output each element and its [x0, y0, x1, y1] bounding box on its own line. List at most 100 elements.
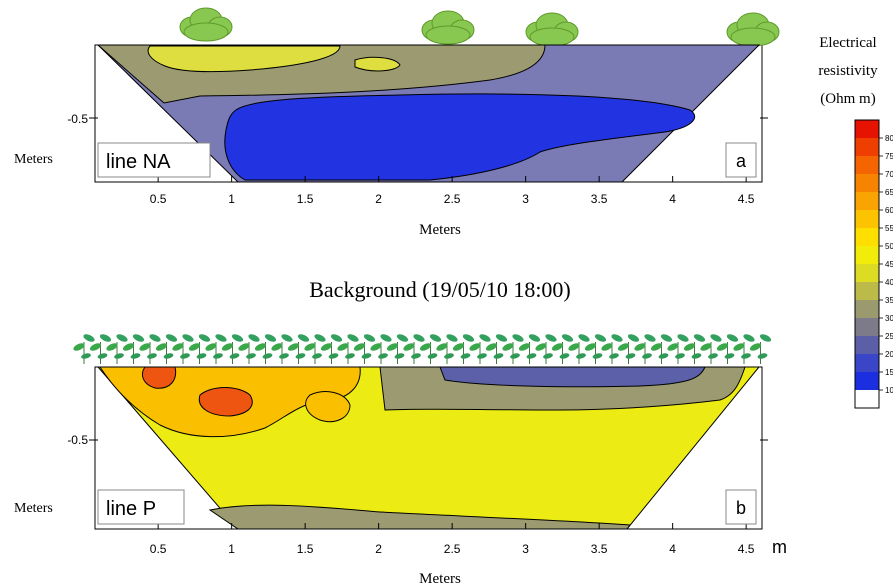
seedling-icon — [188, 334, 211, 364]
colorbar-swatch — [855, 354, 879, 372]
seedling-icon — [617, 334, 640, 364]
panel-b-xtick-label: 4.5 — [738, 542, 755, 556]
panel-b-xtick-label: 2 — [375, 542, 382, 556]
colorbar-tick-label: 65 — [885, 188, 893, 197]
seedling-icon — [89, 334, 112, 364]
seedling-icon — [518, 334, 541, 364]
shrub-icon — [525, 12, 579, 47]
panel-b-xtick-label: 2.5 — [444, 542, 461, 556]
panel-b-zone-resistive-core-2 — [198, 387, 253, 417]
figure-title: Background (19/05/10 18:00) — [309, 277, 571, 302]
colorbar-swatch — [855, 264, 879, 282]
colorbar-swatch — [855, 282, 879, 300]
colorbar-tick-label: 15 — [885, 368, 893, 377]
seedling-icon — [287, 334, 310, 364]
seedling-icon — [568, 334, 590, 364]
colorbar-tick-label: 70 — [885, 170, 893, 179]
shrub-icon — [179, 7, 233, 42]
panel-b-seedlings — [73, 334, 772, 364]
panel-b: 0.5 1 1.5 2 2.5 3 3.5 4 4.5 line P b m Meters Me… — [14, 334, 787, 587]
colorbar-label-line-2: resistivity — [818, 63, 878, 79]
panel-b-zone-bottom-band — [208, 504, 631, 530]
colorbar-tick-label: 10 — [885, 386, 893, 395]
colorbar-swatch — [855, 228, 879, 246]
seedling-icon — [485, 334, 508, 364]
colorbar-tick-label: 25 — [885, 332, 893, 341]
panel-b-x-unit: m — [772, 537, 787, 557]
seedling-icon — [667, 334, 689, 364]
panel-a-xtick-label: 4.5 — [738, 192, 755, 206]
panel-b-xtick-label: 3 — [522, 542, 529, 556]
seedling-icon — [73, 334, 95, 364]
panel-b-line-label: line P — [106, 498, 156, 520]
panel-a-xtick-label: 0.5 — [150, 192, 167, 206]
panel-b-zone-shallow-conductive — [439, 366, 706, 388]
panel-a-xtick-label: 3.5 — [591, 192, 608, 206]
panel-a-xtick-label: 2.5 — [444, 192, 461, 206]
panel-a-zone-deep-conductive — [224, 93, 696, 181]
seedling-icon — [749, 334, 772, 364]
colorbar-swatch — [855, 246, 879, 264]
seedling-icon — [683, 334, 706, 364]
colorbar-ticks: 10 15 20 25 30 35 40 45 50 55 60 65 70 75 80 — [879, 134, 893, 395]
colorbar-tick-label: 35 — [885, 296, 893, 305]
colorbar-tick-label: 30 — [885, 314, 893, 323]
panel-a-xlabel: Meters — [419, 222, 461, 238]
panel-a-panel-label-box — [725, 142, 757, 178]
colorbar-tick-label: 45 — [885, 260, 893, 269]
colorbar-tick-label: 80 — [885, 134, 893, 143]
panel-b-ytick: -0.5 — [67, 433, 88, 447]
panel-b-panel-label-box — [725, 489, 757, 525]
colorbar: Electrical resistivity (Ohm m) 10 15 20 25 3… — [818, 35, 893, 409]
seedling-icon — [155, 334, 178, 364]
colorbar-swatch — [855, 318, 879, 336]
seedling-icon — [337, 334, 359, 364]
panel-b-xlabel: Meters — [419, 571, 461, 587]
seedling-icon — [139, 334, 161, 364]
panel-a-xtick-label: 1.5 — [297, 192, 314, 206]
panel-a-line-label: line NA — [106, 151, 171, 173]
seedling-icon — [634, 334, 656, 364]
panel-a-line-label-box — [97, 142, 211, 178]
panel-a-xtick-label: 4 — [669, 192, 676, 206]
seedling-icon — [172, 334, 194, 364]
colorbar-tick-label: 75 — [885, 152, 893, 161]
seedling-icon — [436, 334, 458, 364]
seedling-icon — [403, 334, 425, 364]
colorbar-tick-label: 60 — [885, 206, 893, 215]
seedling-icon — [419, 334, 442, 364]
colorbar-swatch — [855, 210, 879, 228]
colorbar-swatch — [855, 336, 879, 354]
panel-b-zone-resistive-core — [142, 366, 177, 389]
seedling-icon — [221, 334, 244, 364]
panel-a-shrubs — [179, 7, 780, 47]
seedling-icon — [452, 334, 475, 364]
seedling-icon — [122, 334, 145, 364]
colorbar-swatch — [855, 156, 879, 174]
seedling-icon — [271, 334, 293, 364]
seedling-icon — [370, 334, 392, 364]
seedling-icon — [205, 334, 227, 364]
panel-a-zone-shallow-resistive — [147, 45, 341, 73]
panel-b-ticks: 0.5 1 1.5 2 2.5 3 3.5 4 4.5 — [89, 439, 768, 556]
panel-b-line-label-box — [97, 489, 185, 525]
colorbar-swatch — [855, 300, 879, 318]
seedling-icon — [551, 334, 574, 364]
panel-b-panel-label: b — [736, 498, 746, 518]
panel-a-ticks: 0.5 1 1.5 2 2.5 3 3.5 4 4.5 — [89, 117, 768, 206]
shrub-icon — [726, 12, 780, 47]
panel-b-xtick-label: 4 — [669, 542, 676, 556]
seedling-icon — [238, 334, 260, 364]
seedling-icon — [304, 334, 326, 364]
colorbar-tick-label: 55 — [885, 224, 893, 233]
seedling-icon — [254, 334, 277, 364]
panel-a-xtick-label: 2 — [375, 192, 382, 206]
panel-a-ylabel: Meters — [14, 152, 53, 167]
colorbar-tick-label: 50 — [885, 242, 893, 251]
panel-b-xtick-label: 1.5 — [297, 542, 314, 556]
seedling-icon — [502, 334, 524, 364]
colorbar-label-line-1: Electrical — [819, 35, 876, 51]
panel-b-xtick-label: 0.5 — [150, 542, 167, 556]
shrub-icon — [421, 10, 475, 45]
seedling-icon — [716, 334, 739, 364]
